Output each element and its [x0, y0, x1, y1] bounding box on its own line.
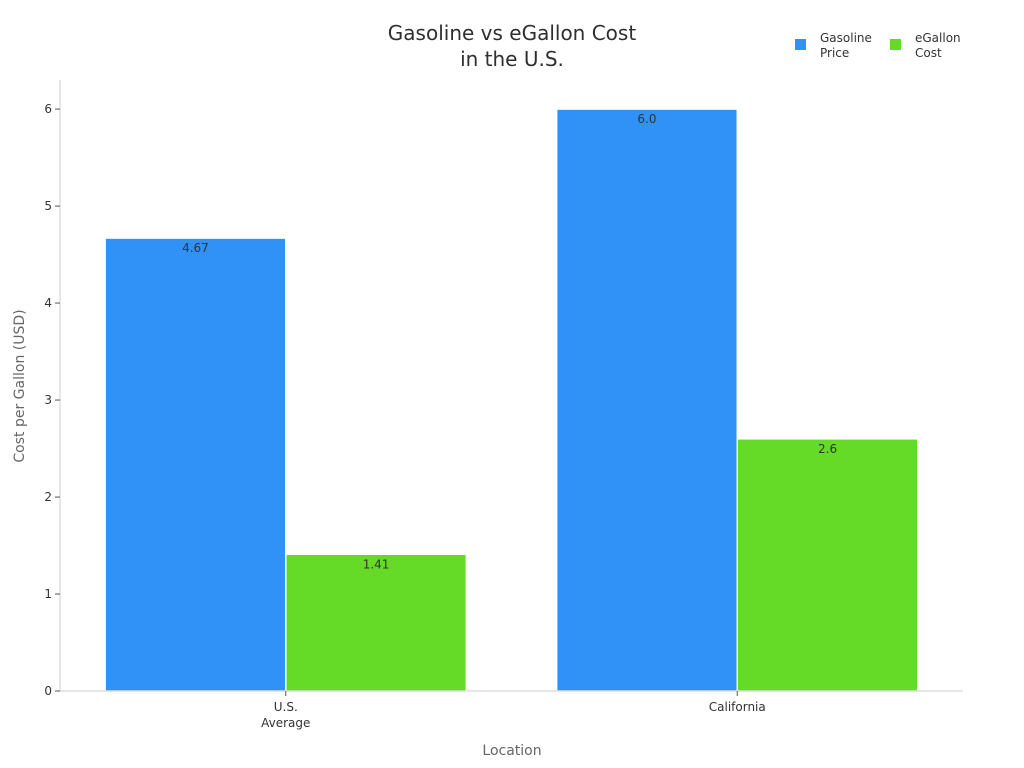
x-tick-label-0: U.S. Average: [261, 700, 310, 730]
data-label-0-1: 1.41: [363, 557, 390, 571]
y-tick-label-0: 0: [44, 684, 52, 698]
y-tick-label-1: 1: [44, 587, 52, 601]
bar-0-0: [104, 237, 287, 692]
legend-label-1: eGallon Cost: [915, 31, 961, 60]
legend-swatch-1: [890, 39, 901, 50]
chart-title: Gasoline vs eGallon Cost in the U.S.: [388, 21, 637, 71]
bar-1-0: [555, 108, 739, 692]
legend: Gasoline Price eGallon Cost: [795, 31, 961, 60]
data-label-1-0: 6.0: [637, 112, 656, 126]
x-tick-label-1: California: [709, 700, 766, 714]
y-tick-label-5: 5: [44, 199, 52, 213]
bars: [104, 108, 919, 692]
data-label-0-0: 4.67: [182, 241, 209, 255]
legend-label-0: Gasoline Price: [820, 31, 872, 60]
y-tick-label-4: 4: [44, 296, 52, 310]
y-axis-label: Cost per Gallon (USD): [12, 309, 28, 462]
data-label-1-1: 2.6: [818, 442, 837, 456]
y-tick-label-2: 2: [44, 490, 52, 504]
x-axis-label: Location: [482, 743, 541, 759]
data-labels: 4.67 1.41 6.0 2.6: [182, 112, 837, 571]
axes: 0 1 2 3 4 5 6 U.S. Average California: [44, 80, 963, 730]
y-tick-label-6: 6: [44, 102, 52, 116]
bar-0-1: [285, 553, 468, 692]
legend-swatch-0: [795, 39, 806, 50]
bar-1-1: [736, 438, 919, 692]
y-tick-label-3: 3: [44, 393, 52, 407]
